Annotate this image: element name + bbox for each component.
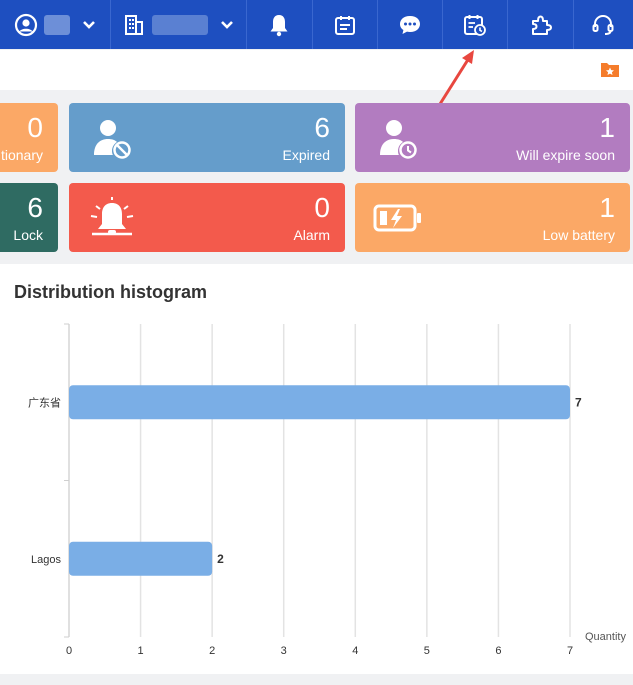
top-navigation-bar: [0, 0, 633, 49]
support-button[interactable]: [574, 0, 633, 49]
distribution-chart-panel: Distribution histogram 0 1 2 3 4 5 6 7 广东省 7 Lagos…: [0, 264, 633, 674]
stat-card-will-expire-soon[interactable]: 1 Will expire soon: [355, 103, 630, 172]
sub-header-bar: [0, 50, 633, 90]
organization-name: [151, 14, 208, 35]
schedule-button[interactable]: [443, 0, 509, 49]
x-tick-label: 3: [281, 645, 287, 657]
calendar-clock-icon: [464, 14, 487, 36]
x-tick-label: 5: [424, 645, 430, 657]
stat-label: Lock: [13, 227, 43, 243]
building-icon: [124, 14, 143, 35]
user-ban-icon: [94, 120, 131, 159]
category-label: 广东省: [28, 396, 61, 409]
stat-card-low-battery[interactable]: 1 Low battery: [355, 183, 630, 252]
organization-menu[interactable]: [111, 0, 248, 49]
plugins-button[interactable]: [508, 0, 574, 49]
user-clock-icon: [380, 120, 417, 159]
stat-value: 6: [27, 192, 43, 223]
data-label: 7: [575, 395, 582, 409]
notifications-button[interactable]: [247, 0, 313, 49]
bar: [69, 541, 213, 576]
stat-label: tionary: [0, 147, 43, 163]
calendar-icon: [334, 15, 355, 35]
puzzle-icon: [531, 15, 552, 35]
stat-label: Low battery: [542, 227, 615, 243]
x-tick-label: 2: [209, 645, 215, 657]
stat-value: 6: [314, 112, 330, 143]
stat-value: 0: [314, 192, 330, 223]
stat-card-lock[interactable]: 6 Lock: [0, 183, 58, 252]
stat-card-expired[interactable]: 6 Expired: [69, 103, 345, 172]
stat-label: Alarm: [293, 227, 330, 243]
star-folder-icon[interactable]: [600, 60, 620, 78]
user-name: [43, 14, 70, 35]
messages-button[interactable]: [378, 0, 444, 49]
x-tick-label: 0: [66, 645, 72, 657]
x-tick-label: 1: [138, 645, 144, 657]
category-label: Lagos: [31, 554, 61, 566]
chevron-down-icon: [220, 20, 233, 29]
user-menu[interactable]: [0, 0, 111, 49]
data-label: 2: [217, 552, 224, 566]
calendar-button[interactable]: [313, 0, 378, 49]
x-axis-label: Quantity: [585, 631, 626, 643]
stat-value: 1: [599, 112, 615, 143]
stat-card-alarm[interactable]: 0 Alarm: [69, 183, 345, 252]
chat-bubble-icon: [399, 15, 420, 34]
x-tick-label: 7: [567, 645, 573, 657]
stat-card-stationary[interactable]: 0 tionary: [0, 103, 58, 172]
chart-title: Distribution histogram: [14, 282, 207, 302]
stat-value: 1: [599, 192, 615, 223]
user-circle-icon: [14, 13, 37, 36]
headset-icon: [592, 14, 614, 35]
chevron-down-icon: [82, 20, 95, 29]
x-tick-label: 4: [352, 645, 358, 657]
battery-charging-icon: [373, 204, 421, 232]
stat-label: Will expire soon: [516, 147, 615, 163]
bar: [69, 385, 570, 420]
alarm-bell-icon: [90, 197, 134, 236]
bell-icon: [270, 14, 288, 36]
stat-label: Expired: [282, 147, 330, 163]
stat-value: 0: [27, 112, 43, 143]
distribution-histogram-chart: 0 1 2 3 4 5 6 7 广东省 7 Lagos 2 Quantity: [28, 323, 626, 657]
x-tick-label: 6: [495, 645, 501, 657]
